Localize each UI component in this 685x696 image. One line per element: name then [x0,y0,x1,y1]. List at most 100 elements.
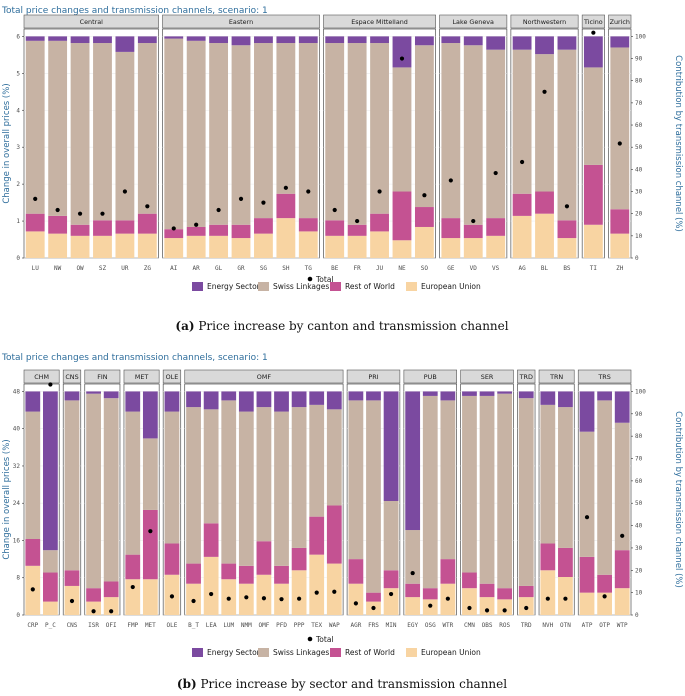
bar-segment-eu [512,215,532,258]
bar-segment-eu [579,592,595,615]
bar-segment-row [298,218,318,232]
facet-strip [323,14,436,29]
total-point [371,605,376,611]
facet-trs: TRS ATP OTP WTP [577,369,632,629]
bar-segment-energy [274,391,289,412]
figure-caption: (b) Price increase by sector and transmi… [177,677,507,691]
facet-strip [84,369,121,384]
facet-strip [608,14,632,29]
bar-segment-row [164,229,184,239]
x-tick-label: MIN [386,622,397,629]
x-tick-label: FMP [127,622,138,629]
bar-segment-energy [48,36,68,41]
y-axis-right-label: Contribution by transmission channel (%) [673,411,683,588]
bar-segment-row [518,585,534,598]
total-point [410,570,415,576]
total-point [191,598,196,604]
total-point [145,204,150,209]
facet-label: Central [80,18,103,26]
bar-segment-swiss [392,67,412,192]
facet-label: Espace Mittelland [351,18,408,26]
bar-segment-row [440,559,456,584]
facet-label: TRS [597,373,610,381]
total-point [297,596,302,601]
bar-segment-row [383,570,399,589]
x-tick-label: AR [193,265,201,272]
bar-segment-row [486,218,506,236]
bar-segment-energy [203,391,219,410]
right-tick-label: 100 [635,33,646,40]
bar-segment-energy [238,391,254,412]
legend-item-label: Rest of World [345,282,395,291]
x-tick-label: GR [237,265,245,272]
bar-segment-eu [414,226,434,258]
bar-segment-row [392,191,412,241]
bar-segment-eu [558,576,573,615]
facet-label: Eastern [229,18,253,26]
left-tick-label: 8 [16,575,20,582]
left-tick-label: 1 [16,218,20,225]
facet-label: OMF [257,373,272,381]
bar-segment-row [583,164,603,225]
bar-segment-energy [93,36,112,44]
total-point [69,598,75,604]
x-tick-label: ISR [88,622,99,629]
bar-segment-swiss [440,400,456,560]
total-point [467,605,472,611]
facet-label: Zurich [610,18,630,26]
bar-segment-swiss [86,393,101,589]
bar-segment-eu [441,238,461,258]
bar-segment-energy [70,36,90,44]
facet-label: SER [481,373,494,381]
bar-segment-swiss [583,67,603,165]
caption-text: Price increase by sector and transmissio… [200,677,507,691]
bar-segment-swiss [125,411,141,555]
bar-segment-eu [291,570,307,615]
bar-segment-energy [414,36,434,46]
bar-segment-row [64,570,80,586]
right-tick-label: 0 [635,255,639,262]
bar-segment-energy [486,36,506,50]
bar-segment-swiss [325,43,345,221]
facet-northwestern: Northwestern AG BL BS [510,14,579,272]
bar-segment-energy [558,391,573,408]
bar-segment-eu [383,588,399,615]
bar-segment-energy [231,36,251,46]
bar-segment-swiss [486,49,506,219]
bar-segment-eu [348,583,364,615]
bar-segment-energy [535,36,554,55]
total-point [355,218,360,224]
facet-zurich: Zurich ZH [608,14,632,272]
bar-segment-eu [48,233,68,258]
total-point [471,218,476,224]
total-point [332,207,337,213]
bar-segment-swiss [597,400,612,575]
bar-segment-swiss [186,40,206,227]
chart-a: Total price changes and transmission cha… [1,6,683,333]
facet-strip [62,369,82,384]
legend-item-label: Rest of World [345,648,395,657]
right-tick-label: 30 [635,189,643,196]
bar-segment-row [579,556,595,593]
x-tick-label: OFI [106,622,117,629]
total-point [388,591,394,597]
bar-segment-row [125,554,141,580]
bar-segment-swiss [366,400,381,593]
bar-segment-swiss [137,43,157,214]
bar-segment-energy [512,36,532,50]
bar-segment-eu [142,579,158,615]
legend-swatch [330,282,341,291]
x-tick-label: PFD [276,622,287,629]
bar-segment-row [221,563,237,580]
bar-segment-swiss [610,47,630,210]
bar-segment-row [370,213,389,232]
x-tick-label: OTP [599,622,610,629]
total-point [306,189,311,194]
facet-chm: CHM CRP P_C [23,369,60,629]
x-tick-label: UR [121,265,129,272]
total-point [122,189,128,194]
bar-segment-eu [25,231,45,258]
bar-segment-eu [276,218,296,258]
legend-swatch [258,282,269,291]
bar-segment-swiss [276,43,296,194]
